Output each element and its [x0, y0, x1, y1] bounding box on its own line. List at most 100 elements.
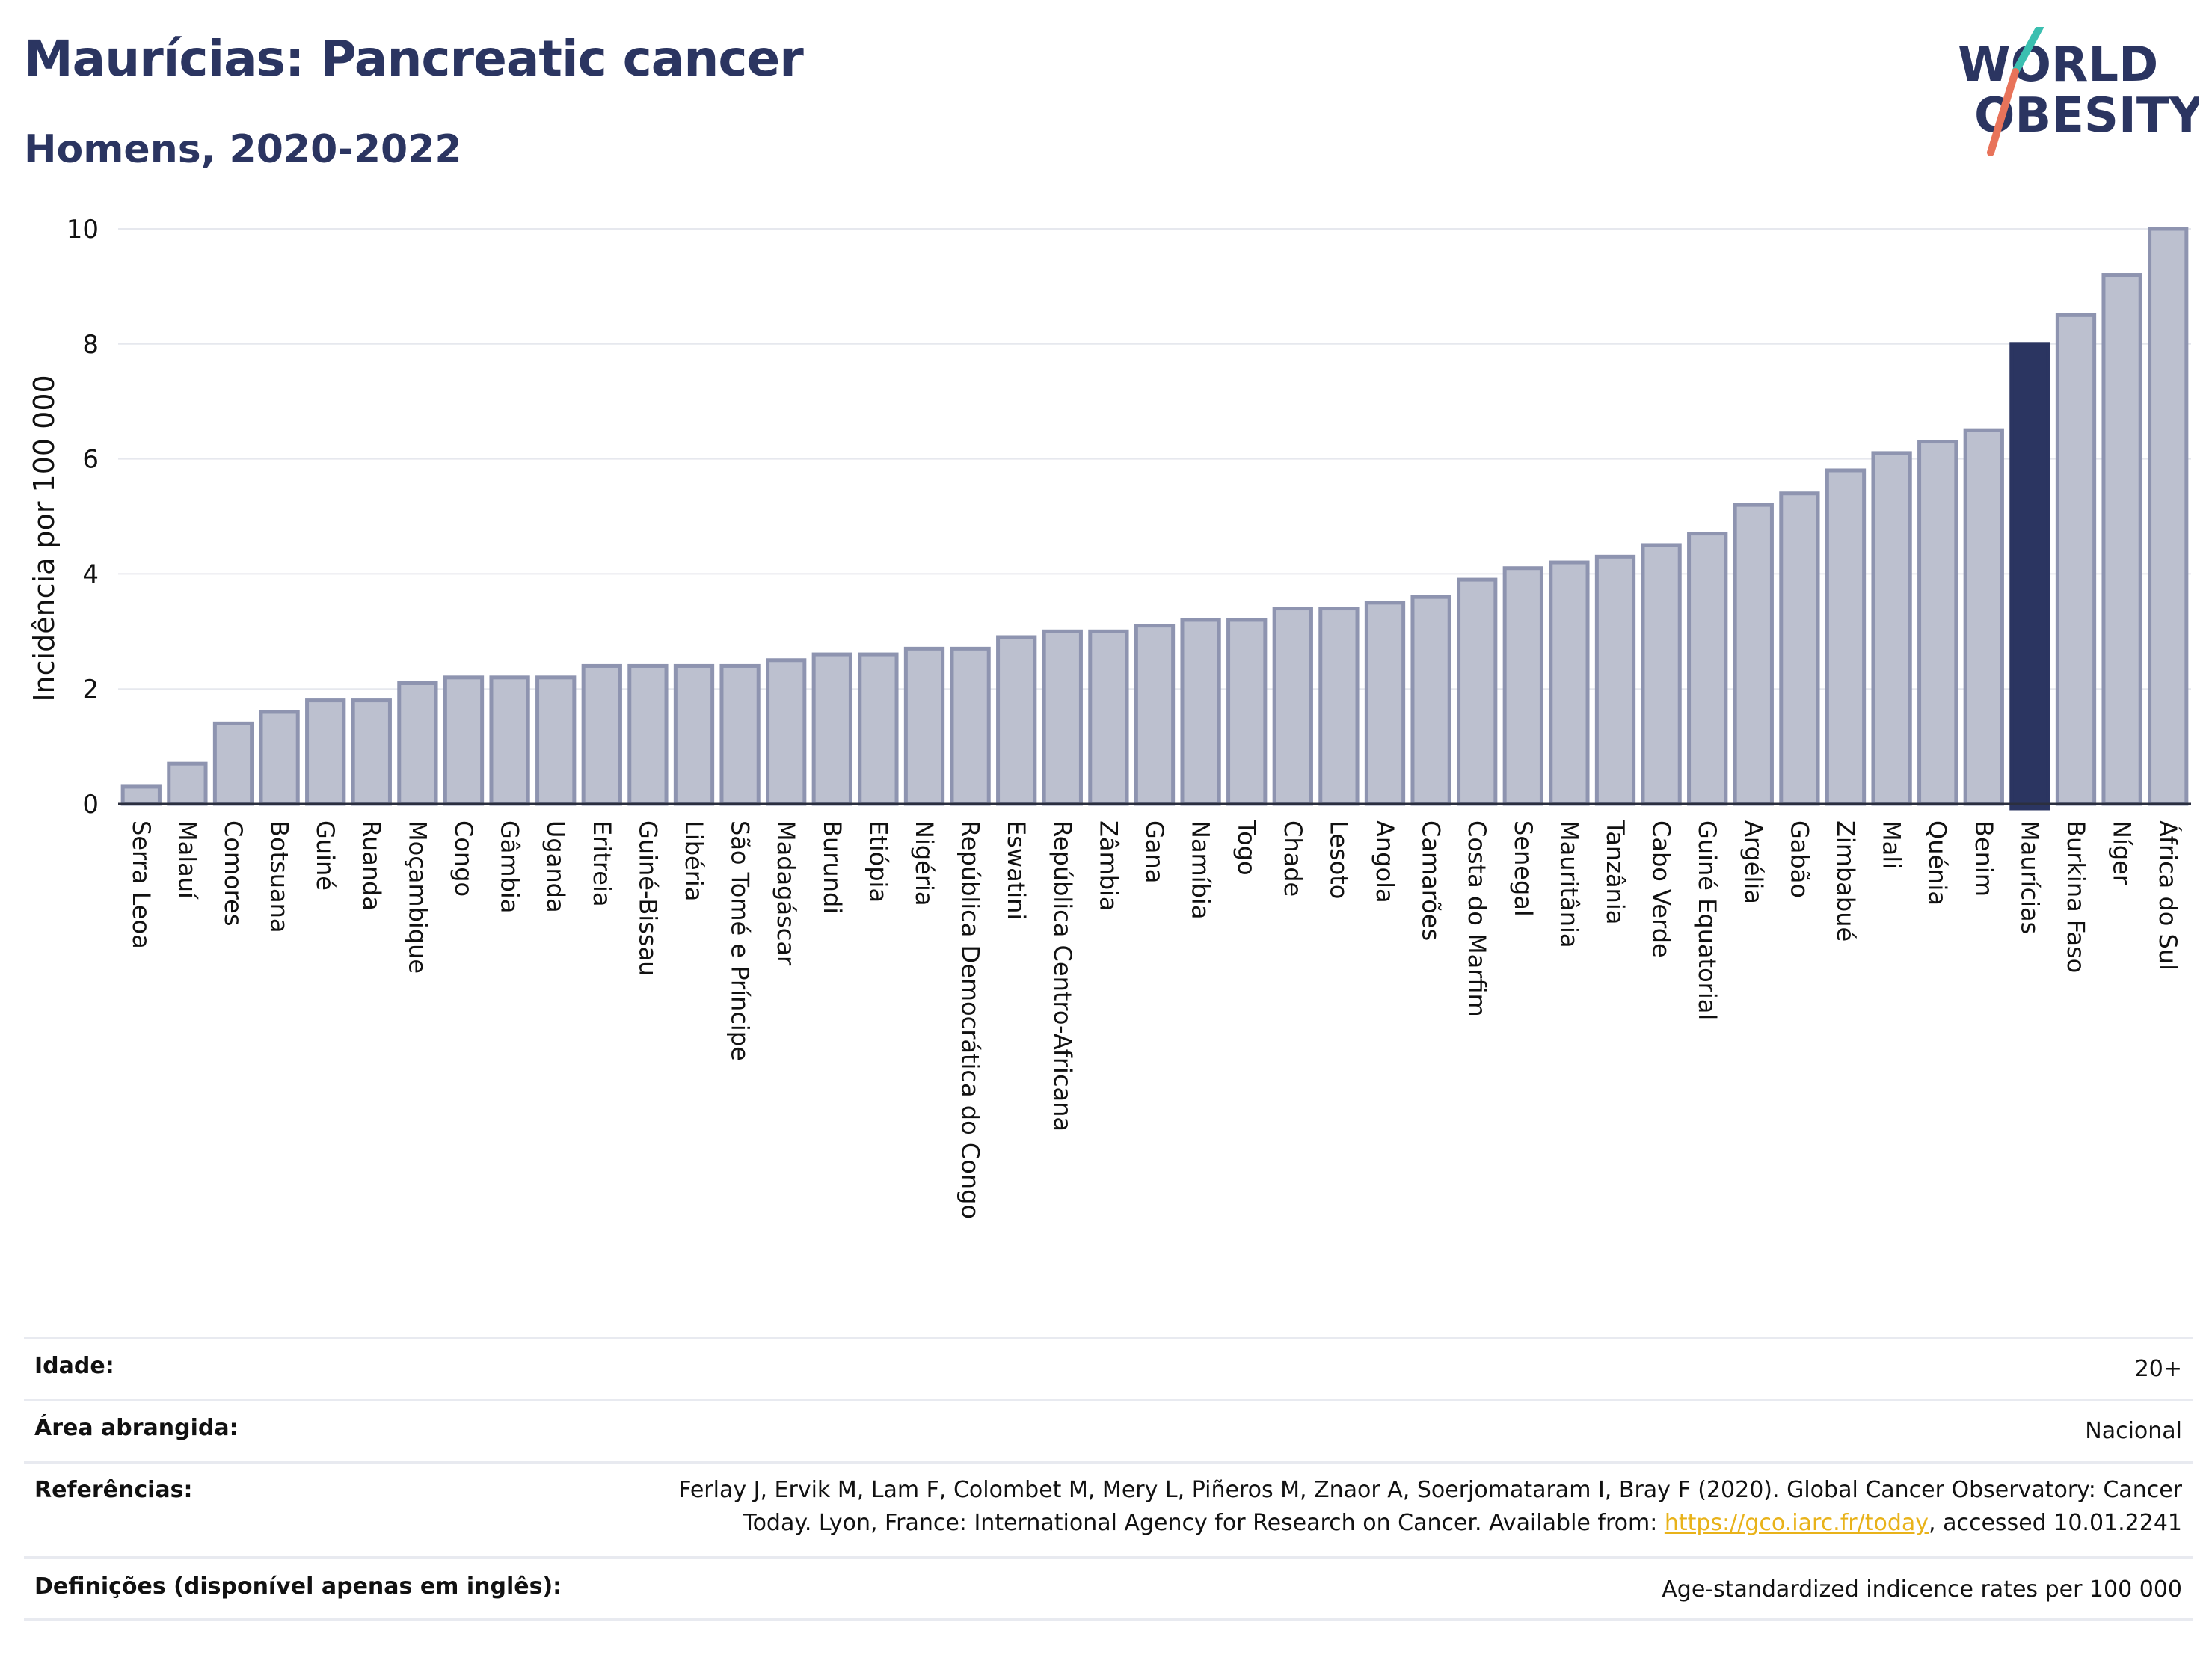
bar: [2055, 313, 2097, 806]
x-tick-label: Mali: [1878, 820, 1906, 869]
x-tick-label: Tanzânia: [1601, 820, 1629, 924]
bar: [212, 721, 254, 806]
bar: [1641, 543, 1682, 806]
bar: [2101, 273, 2142, 806]
area-label: Área abrangida:: [34, 1415, 239, 1441]
x-tick-label: Cabo Verde: [1647, 820, 1676, 958]
x-tick-label: Eswatini: [1002, 820, 1030, 920]
bar: [351, 698, 392, 806]
x-tick-label: Guiné-Bissau: [633, 820, 662, 976]
bar: [1272, 607, 1313, 806]
logo-line-2: OBESITY: [1974, 88, 2199, 144]
chart-title: Maurícias: Pancreatic cancer: [24, 30, 804, 87]
bar: [811, 652, 852, 806]
bar: [1917, 440, 1958, 806]
x-tick-label: Gabão: [1785, 820, 1813, 898]
bar: [1318, 607, 1360, 806]
bar: [1825, 468, 1867, 806]
bar: [1134, 624, 1176, 806]
y-axis-title: Incidência por 100 000: [28, 375, 61, 701]
bars: [120, 227, 2189, 811]
info-row-definitions: Definições (disponível apenas em inglês)…: [24, 1559, 2193, 1621]
category-labels: Serra Leoa Malauí Comores Botsuana Guiné Ruan…: [127, 820, 2182, 1219]
bar: [397, 681, 438, 806]
x-tick-label: Moçambique: [403, 820, 431, 974]
bar: [1594, 554, 1636, 806]
bar: [489, 675, 530, 806]
bar: [1180, 618, 1221, 806]
x-tick-label: Lesoto: [1324, 820, 1353, 899]
info-row-references: Referências: Ferlay J, Ervik M, Lam F, C…: [24, 1464, 2193, 1559]
logo-slash-coral: [1987, 68, 2019, 156]
bar: [305, 698, 346, 806]
bar: [1226, 618, 1268, 806]
references-text: Today. Lyon, France: International Agenc…: [743, 1510, 1665, 1536]
info-row-age: Idade: 20+: [24, 1339, 2193, 1401]
references-accessed: , accessed 10.01.2241: [1929, 1510, 2182, 1536]
x-tick-label: Togo: [1232, 820, 1261, 876]
x-tick-label: Libéria: [680, 820, 708, 901]
x-tick-label: Senegal: [1509, 820, 1537, 917]
x-tick-label: Burkina Faso: [2062, 820, 2090, 973]
y-tick-label: 6: [82, 445, 99, 475]
x-tick-label: Madagáscar: [772, 820, 800, 966]
age-value: 20+: [2134, 1356, 2182, 1382]
bar: [1410, 595, 1451, 806]
x-tick-label: Angola: [1371, 820, 1399, 903]
logo-slash-teal: [2012, 27, 2044, 76]
x-tick-label: Uganda: [541, 820, 570, 913]
x-tick-label: Guiné: [311, 820, 340, 891]
y-tick-label: 8: [82, 330, 99, 360]
bar: [535, 675, 577, 806]
age-label: Idade:: [34, 1353, 114, 1379]
x-tick-label: Serra Leoa: [127, 820, 156, 949]
y-tick-label: 10: [67, 215, 99, 245]
logo-line-1: WORLD: [1958, 37, 2158, 93]
x-tick-label: Guiné Equatorial: [1693, 820, 1721, 1020]
definitions-label: Definições (disponível apenas em inglês)…: [34, 1573, 562, 1600]
y-tick-label: 2: [82, 675, 99, 704]
bar: [120, 784, 162, 806]
bar: [858, 652, 899, 806]
bar: [2148, 227, 2189, 806]
x-tick-label: República Democrática do Congo: [956, 820, 985, 1219]
x-tick-label: Namíbia: [1187, 820, 1215, 919]
area-value: Nacional: [2085, 1418, 2182, 1444]
bar: [903, 646, 945, 806]
references-link[interactable]: https://gco.iarc.fr/today: [1664, 1510, 1929, 1536]
bar: [1733, 503, 1774, 806]
x-tick-label: Argélia: [1739, 820, 1768, 904]
bar: [1779, 491, 1820, 806]
x-tick-label: Zâmbia: [1094, 820, 1122, 912]
x-tick-label: África do Sul: [2154, 820, 2182, 971]
bar: [1687, 532, 1728, 806]
bar: [673, 663, 715, 806]
x-tick-label: Zimbabué: [1831, 820, 1860, 942]
chart-subtitle: Homens, 2020-2022: [24, 127, 462, 172]
bar: [167, 761, 208, 806]
bar: [581, 663, 622, 806]
x-tick-label: Ruanda: [357, 820, 386, 911]
bar: [996, 635, 1037, 806]
x-tick-label: Chade: [1279, 820, 1307, 897]
bar: [1457, 577, 1498, 806]
bar: [1364, 601, 1406, 806]
x-tick-label: Gâmbia: [496, 820, 524, 913]
x-tick-label: Eritreia: [588, 820, 616, 906]
references-label: Referências:: [34, 1477, 193, 1503]
references-line-1: Ferlay J, Ervik M, Lam F, Colombet M, Me…: [678, 1477, 2182, 1503]
definitions-value: Age-standardized indicence rates per 100…: [1662, 1576, 2182, 1603]
bar: [1871, 451, 1912, 806]
x-tick-label: Níger: [2108, 820, 2136, 885]
bar: [1042, 629, 1083, 806]
x-tick-label: Congo: [449, 820, 478, 897]
x-tick-label: Nigéria: [910, 820, 938, 906]
x-tick-label: Costa do Marfim: [1463, 820, 1491, 1017]
x-tick-label: Burundi: [818, 820, 847, 914]
bar: [443, 675, 485, 806]
bar: [627, 663, 669, 806]
axes: 0 2 4 6 8 10: [67, 215, 2191, 820]
x-tick-label: Mauritânia: [1555, 820, 1583, 948]
x-tick-label: Botsuana: [265, 820, 294, 933]
bar: [2009, 342, 2050, 811]
